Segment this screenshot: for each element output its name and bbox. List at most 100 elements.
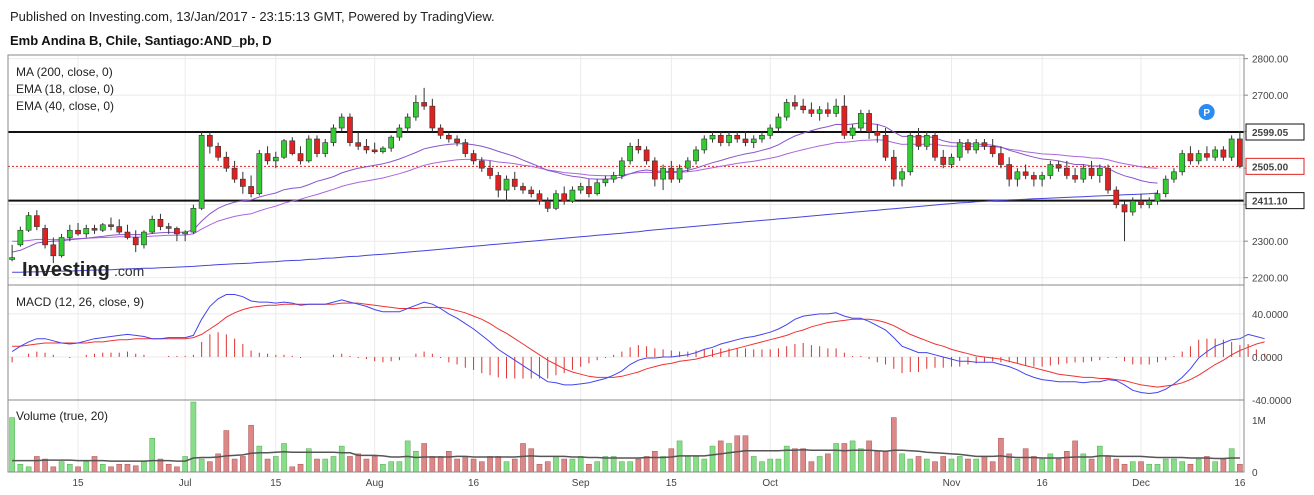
- volume-tick-label: 0: [1252, 468, 1258, 479]
- candle-body: [899, 171, 905, 180]
- volume-bar: [454, 458, 460, 473]
- volume-bar: [561, 458, 568, 473]
- volume-bar: [330, 456, 337, 473]
- candle-body: [445, 135, 452, 140]
- volume-bar: [981, 456, 988, 473]
- volume-bar: [314, 458, 320, 473]
- candle-body: [907, 135, 914, 173]
- candle-body: [157, 218, 164, 227]
- volume-bar: [141, 461, 147, 473]
- volume-bar: [1212, 461, 1218, 473]
- candle-body: [627, 145, 633, 162]
- candle-body: [330, 127, 337, 143]
- candle-body: [264, 153, 271, 162]
- volume-bar: [627, 461, 633, 473]
- candle-body: [413, 102, 419, 118]
- volume-bar: [1047, 453, 1054, 473]
- volume-bar: [825, 453, 831, 473]
- candle-body: [338, 116, 345, 129]
- volume-bar: [643, 456, 650, 473]
- volume-bar: [281, 443, 287, 473]
- candle-body: [1047, 164, 1054, 176]
- volume-bar: [231, 458, 238, 473]
- volume-bar: [1228, 448, 1235, 473]
- volume-bar: [553, 456, 559, 473]
- candle-body: [124, 231, 131, 238]
- volume-bar: [668, 448, 675, 473]
- candle-body: [1162, 178, 1169, 195]
- x-tick-label: 16: [1234, 478, 1246, 489]
- candle-body: [272, 156, 279, 162]
- volume-bar: [264, 458, 271, 473]
- candle-body: [462, 142, 469, 154]
- volume-bar: [841, 443, 848, 473]
- candle-body: [660, 167, 666, 180]
- volume-bar: [50, 466, 57, 473]
- volume-bar: [503, 461, 510, 473]
- volume-bar: [586, 463, 592, 473]
- candle-body: [792, 102, 798, 107]
- candle-body: [42, 228, 48, 246]
- volume-bar: [956, 456, 963, 473]
- candle-body: [132, 237, 139, 246]
- volume-bar: [544, 461, 551, 473]
- candle-body: [767, 127, 774, 136]
- x-tick-label: Nov: [943, 478, 961, 489]
- candle-body: [866, 113, 872, 132]
- volume-bar: [1121, 463, 1128, 473]
- volume-bar: [132, 465, 139, 473]
- volume-bar: [520, 443, 526, 473]
- price-tick-label: 2800.00: [1252, 55, 1289, 66]
- candle-body: [239, 178, 246, 187]
- candle-body: [1063, 167, 1070, 176]
- volume-bar: [478, 461, 485, 473]
- volume-bar: [149, 438, 156, 473]
- volume-bar: [34, 456, 40, 473]
- candle-body: [1204, 153, 1210, 158]
- volume-bar: [882, 451, 889, 473]
- candle-body: [676, 167, 683, 180]
- volume-pane[interactable]: [9, 401, 1243, 473]
- candle-body: [281, 140, 287, 158]
- candle-body: [709, 135, 716, 140]
- candle-body: [948, 156, 955, 165]
- candle-body: [825, 109, 831, 114]
- candle-body: [380, 147, 386, 153]
- candle-body: [528, 189, 535, 195]
- ma200-line: [12, 192, 1158, 273]
- candle-body: [1220, 149, 1227, 158]
- volume-bar: [470, 458, 477, 473]
- candle-body: [1146, 200, 1153, 205]
- macd-line: [11, 294, 1265, 395]
- volume-bar: [907, 458, 914, 473]
- level-label-box: [1245, 123, 1305, 141]
- volume-bar: [511, 458, 518, 473]
- candle-body: [116, 226, 123, 233]
- volume-bar: [742, 435, 749, 473]
- candle-body: [297, 153, 304, 162]
- candle-body: [388, 136, 395, 149]
- candle-body: [305, 138, 312, 162]
- candle-body: [141, 231, 147, 246]
- candle-body: [619, 160, 625, 176]
- candle-body: [668, 167, 675, 180]
- candle-body: [207, 135, 213, 147]
- price-pane[interactable]: P: [8, 87, 1244, 273]
- level-label-box: [1245, 157, 1305, 175]
- candle-body: [322, 142, 329, 154]
- candle-body: [874, 131, 881, 136]
- candle-body: [25, 215, 32, 231]
- candle-body: [693, 149, 699, 162]
- level-label: 2411.10: [1252, 197, 1288, 208]
- volume-bar: [75, 466, 81, 473]
- candle-body: [165, 226, 172, 229]
- candle-body: [355, 142, 362, 147]
- volume-bar: [800, 448, 806, 473]
- volume-bar: [289, 466, 296, 473]
- candle-body: [347, 116, 353, 143]
- volume-bar: [1162, 458, 1169, 473]
- macd-pane[interactable]: [11, 294, 1266, 395]
- ema40-line: [12, 139, 1158, 242]
- volume-bar: [635, 458, 642, 473]
